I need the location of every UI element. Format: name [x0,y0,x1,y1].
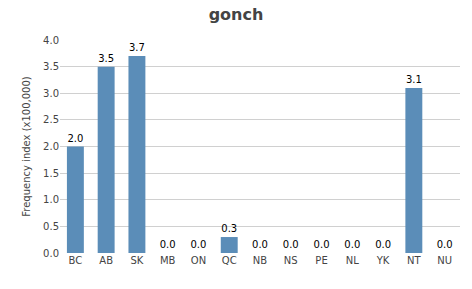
svg-text:0.3: 0.3 [221,223,237,234]
svg-text:1.5: 1.5 [43,168,59,179]
svg-text:MB: MB [160,255,176,266]
svg-text:NL: NL [346,255,359,266]
svg-text:0.0: 0.0 [191,239,207,250]
svg-text:2.0: 2.0 [43,141,59,152]
svg-text:3.0: 3.0 [43,88,59,99]
svg-text:4.0: 4.0 [43,35,59,46]
svg-text:NU: NU [437,255,452,266]
svg-text:2.0: 2.0 [67,133,83,144]
svg-text:QC: QC [222,255,237,266]
svg-text:3.5: 3.5 [43,61,59,72]
svg-text:NS: NS [284,255,298,266]
svg-text:NT: NT [407,255,421,266]
svg-text:2.5: 2.5 [43,114,59,125]
svg-text:NB: NB [253,255,267,266]
svg-text:gonch: gonch [209,5,264,24]
svg-text:0.0: 0.0 [314,239,330,250]
svg-text:0.5: 0.5 [43,221,59,232]
svg-text:0.0: 0.0 [283,239,299,250]
svg-text:0.0: 0.0 [375,239,391,250]
svg-text:0.0: 0.0 [43,248,59,259]
svg-text:0.0: 0.0 [344,239,360,250]
svg-text:PE: PE [315,255,327,266]
svg-text:1.0: 1.0 [43,194,59,205]
svg-text:3.7: 3.7 [129,42,145,53]
svg-text:AB: AB [99,255,113,266]
svg-text:YK: YK [376,255,390,266]
svg-text:3.5: 3.5 [98,53,114,64]
svg-text:Frequency index (x100,000): Frequency index (x100,000) [21,76,32,217]
svg-text:0.0: 0.0 [252,239,268,250]
svg-text:3.1: 3.1 [406,74,422,85]
svg-text:ON: ON [191,255,206,266]
svg-text:0.0: 0.0 [160,239,176,250]
svg-text:SK: SK [130,255,143,266]
svg-text:BC: BC [69,255,83,266]
svg-text:0.0: 0.0 [437,239,453,250]
